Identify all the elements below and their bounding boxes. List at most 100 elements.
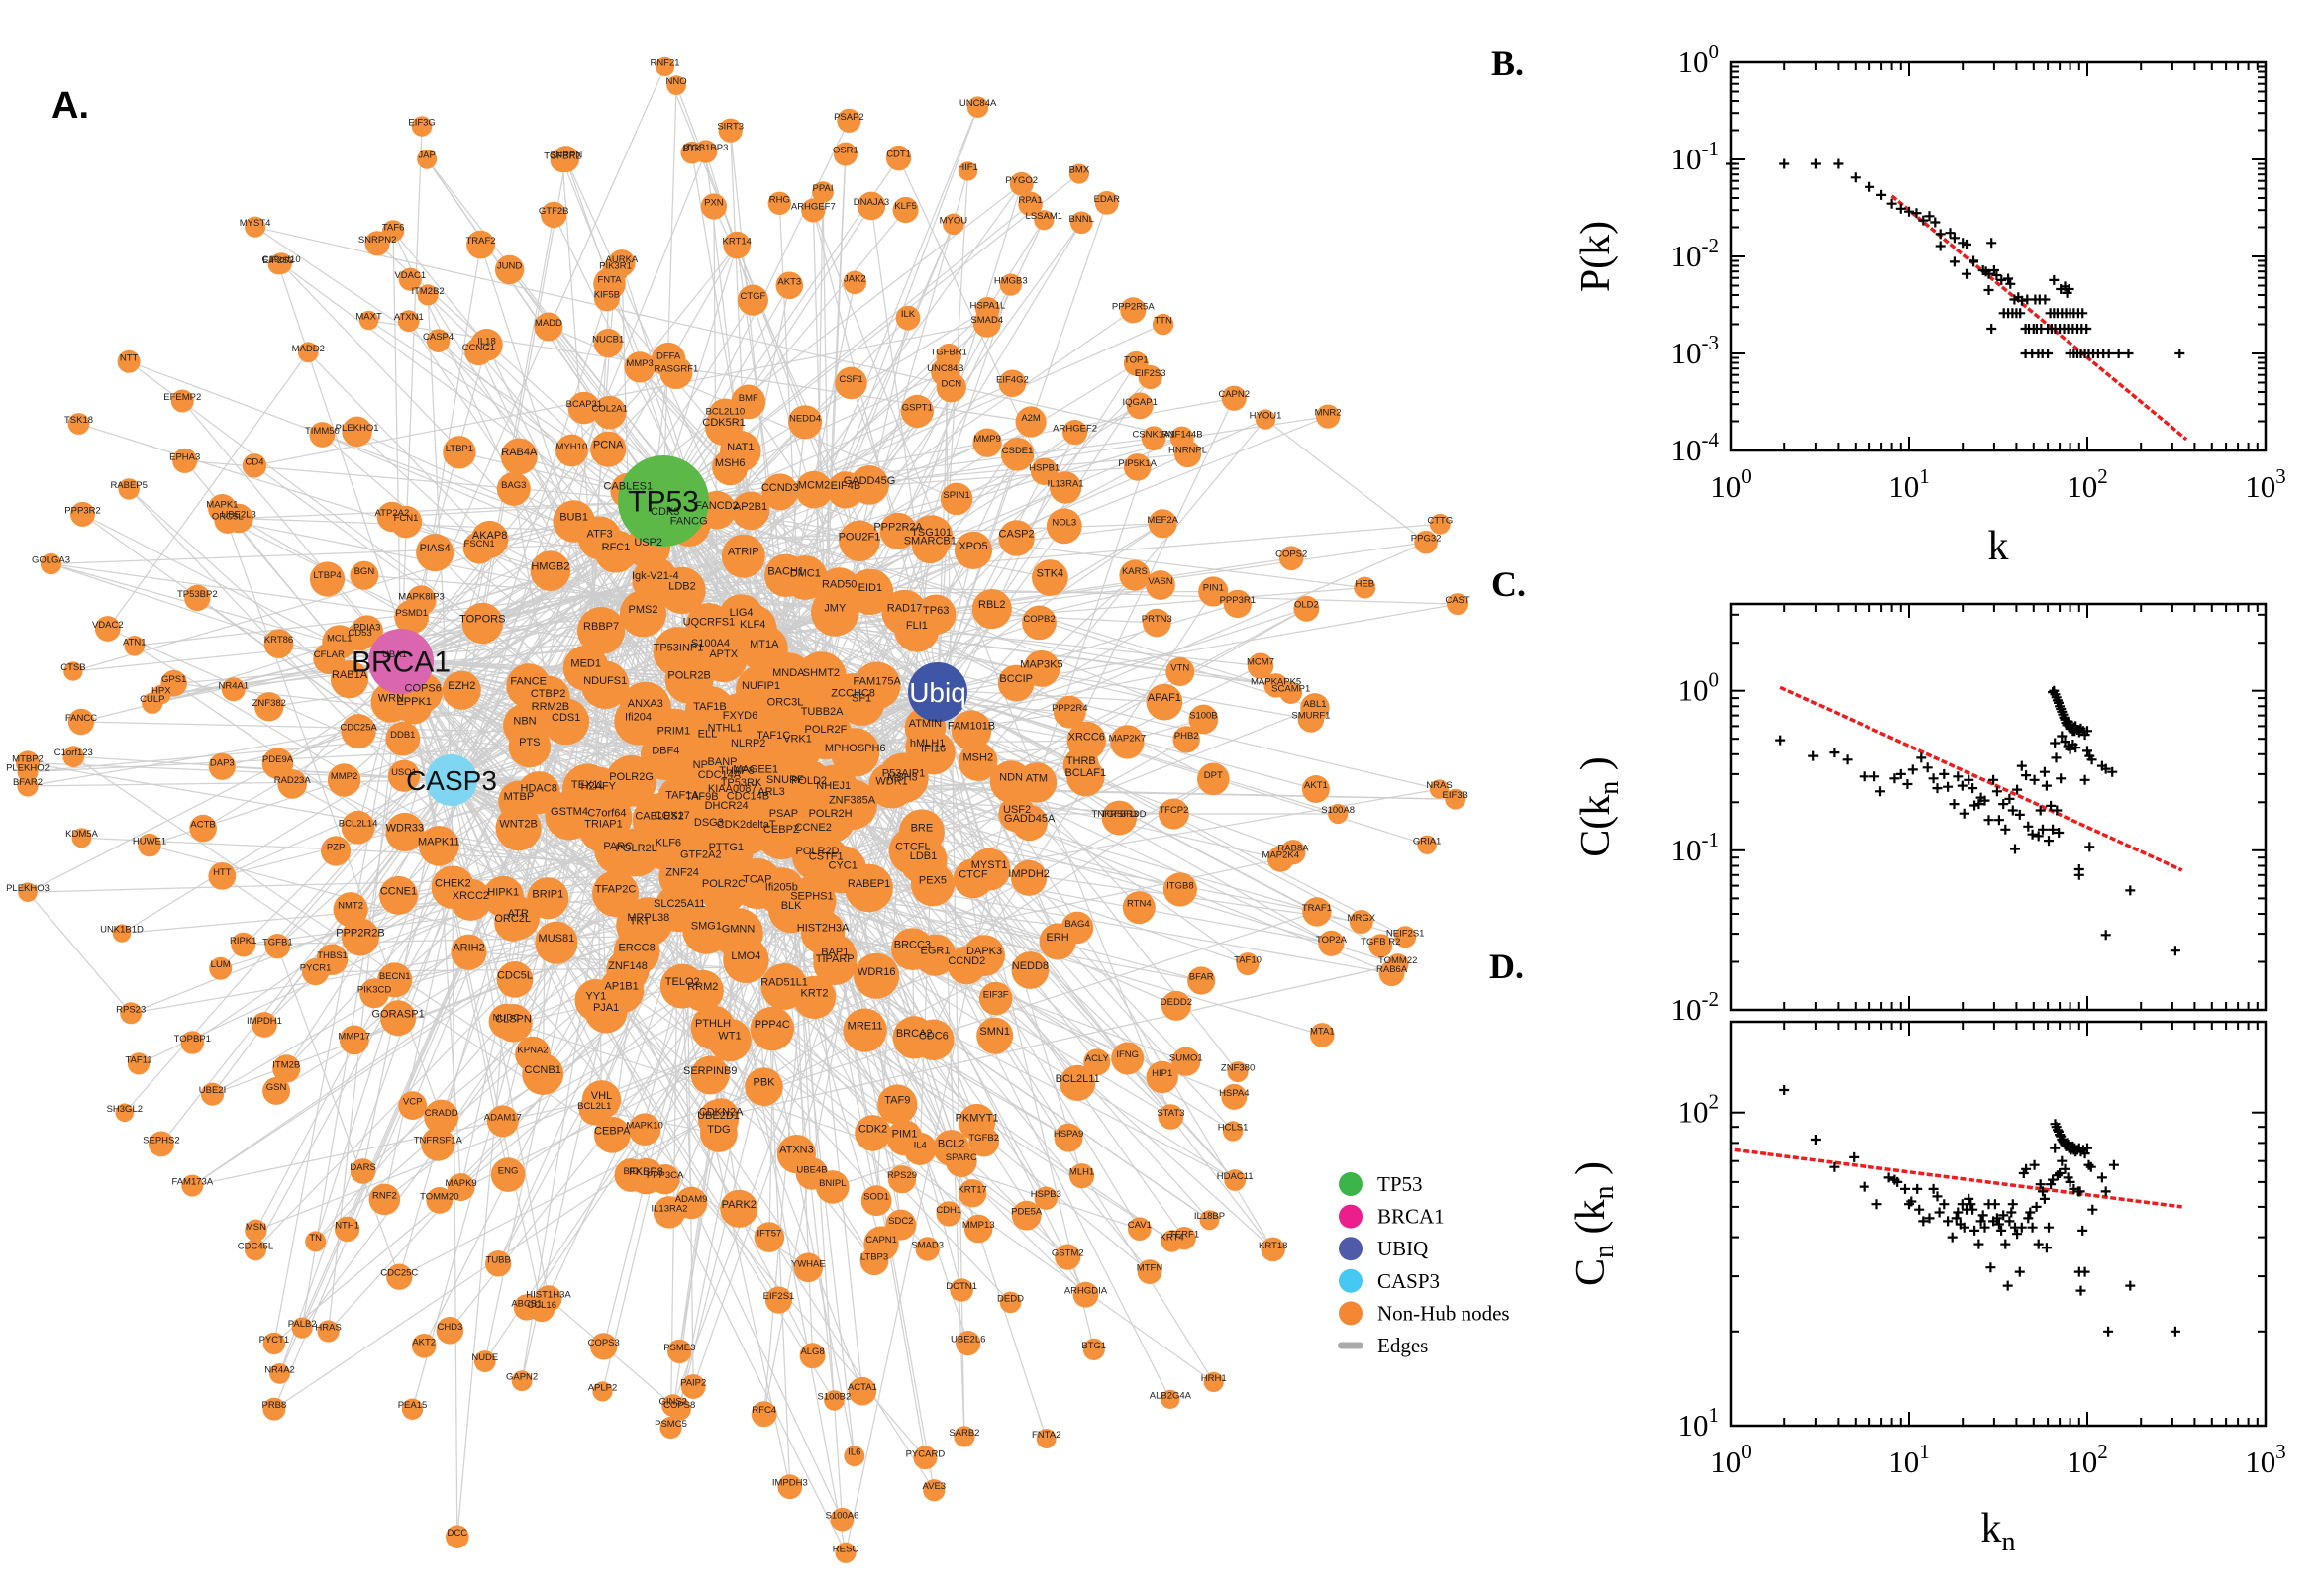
legend-label: TP53 xyxy=(1377,1172,1423,1196)
network-node-label: RPS23 xyxy=(116,1004,146,1015)
x-tick-label: 102 xyxy=(2067,464,2108,504)
network-node-label: TKT xyxy=(630,915,651,927)
network-node-label: PIAS4 xyxy=(420,543,451,554)
network-node-label: CCNE1 xyxy=(380,885,417,897)
network-node-label: FANCE xyxy=(510,676,547,688)
network-node xyxy=(976,1017,1014,1054)
network-node xyxy=(1022,605,1057,641)
network-node xyxy=(680,1374,706,1399)
network-node-label: APAF1 xyxy=(1148,692,1181,704)
network-node-label: HDAC11 xyxy=(1217,1171,1254,1182)
network-node-label: ANXA3 xyxy=(628,698,663,710)
network-node-label: RNF21 xyxy=(650,57,679,68)
network-node xyxy=(1068,163,1089,184)
network-node-label: PIM1 xyxy=(892,1128,918,1140)
network-node xyxy=(117,349,141,373)
network-node-label: DNAJA3 xyxy=(854,197,889,208)
network-node-label: DSG3 xyxy=(694,817,724,829)
network-node xyxy=(1263,673,1288,698)
network-node-label: ITGB1BP3 xyxy=(683,143,728,153)
network-node-label: BANP xyxy=(708,756,738,768)
network-node xyxy=(1386,953,1409,975)
network-node xyxy=(845,863,893,913)
network-node xyxy=(309,561,346,597)
network-node xyxy=(170,389,194,413)
network-node-label: IL4 xyxy=(914,1140,927,1150)
network-node xyxy=(515,1036,551,1072)
network-node xyxy=(485,1250,512,1277)
network-node xyxy=(398,1091,428,1120)
network-node xyxy=(968,1126,1000,1157)
network-node-label: PARC xyxy=(603,841,633,852)
network-node xyxy=(966,96,989,118)
network-node-label: AP2B1 xyxy=(734,501,767,513)
network-node xyxy=(40,552,62,575)
network-node xyxy=(1034,1186,1059,1210)
network-node-label: MYOU xyxy=(940,215,968,226)
network-node-label: MCM2 xyxy=(798,480,830,492)
network-node-label: TP53RK xyxy=(721,777,762,789)
network-node-label: ITM2B2 xyxy=(411,286,444,297)
network-node-label: MAGEE1 xyxy=(733,763,778,775)
network-node-label: HMGB3 xyxy=(994,276,1028,287)
network-node-label: CLSPN xyxy=(495,1013,532,1025)
network-node xyxy=(1187,966,1216,995)
network-node xyxy=(18,882,38,902)
network-node xyxy=(892,196,919,224)
network-node-label: COPS3 xyxy=(588,1338,620,1348)
network-node-label: MYH10 xyxy=(556,442,588,452)
network-node-label: RTN4 xyxy=(1127,899,1152,910)
network-node-label: HPX xyxy=(152,686,171,697)
network-node xyxy=(698,862,750,914)
network-node xyxy=(914,934,957,976)
network-node xyxy=(1141,426,1166,451)
network-node-label: TGFBR1 xyxy=(930,348,966,358)
network-node-label: ABCB1 xyxy=(511,1298,542,1309)
network-node xyxy=(1236,952,1260,976)
network-node xyxy=(62,746,85,768)
network-node xyxy=(857,191,886,221)
network-node-label: KARS xyxy=(1122,566,1148,577)
network-node xyxy=(653,627,704,677)
network-node xyxy=(330,660,369,699)
network-node xyxy=(443,436,476,469)
network-node-label: KLF5 xyxy=(894,201,917,212)
network-node-label: MMP2 xyxy=(331,771,357,782)
hub-label-tp53: TP53 xyxy=(628,486,699,519)
network-node-label: TGFB2 xyxy=(968,1133,999,1144)
network-node-label: TELO2 xyxy=(665,976,700,988)
network-node-label: PYGO2 xyxy=(1005,175,1038,186)
network-node-label: POLD2 xyxy=(791,775,827,787)
network-node-label: CCNG1 xyxy=(462,343,495,353)
network-node-label: ORC2L xyxy=(494,913,531,925)
network-node-label: PPAI xyxy=(813,183,834,194)
network-node xyxy=(473,1350,496,1372)
network-node xyxy=(1015,406,1047,438)
network-node-label: ARL3 xyxy=(758,786,785,798)
network-node xyxy=(496,471,531,506)
network-node-label: BMF xyxy=(739,393,758,404)
network-node-label: DAPK3 xyxy=(966,946,1002,957)
network-node xyxy=(680,141,704,164)
network-node-label: EID1 xyxy=(858,582,882,594)
hub-label-ubiq: Ubiq xyxy=(909,677,966,708)
network-node-label: CTCF xyxy=(959,868,988,880)
network-node-label: MED1 xyxy=(570,658,601,670)
network-node xyxy=(1000,438,1035,471)
network-node xyxy=(900,394,934,428)
network-node-label: PDE5A xyxy=(1011,1207,1043,1218)
network-node-label: CCNB1 xyxy=(525,1064,561,1076)
network-node-label: IL13RA1 xyxy=(1048,479,1084,490)
network-node-label: KRT86 xyxy=(264,635,293,646)
network-node xyxy=(417,284,439,306)
network-node-label: SMARCB1 xyxy=(904,536,957,548)
network-node-label: HIST1H3A xyxy=(526,1290,571,1301)
network-node-label: CAST xyxy=(1445,595,1470,606)
network-node-label: PIN1 xyxy=(1203,583,1224,594)
network-node xyxy=(350,1158,376,1184)
network-node xyxy=(386,1263,413,1290)
network-node-label: VHL xyxy=(591,1090,612,1102)
y-tick-label: 10-3 xyxy=(1671,331,1720,370)
network-node xyxy=(1318,930,1345,956)
network-node xyxy=(723,231,751,259)
